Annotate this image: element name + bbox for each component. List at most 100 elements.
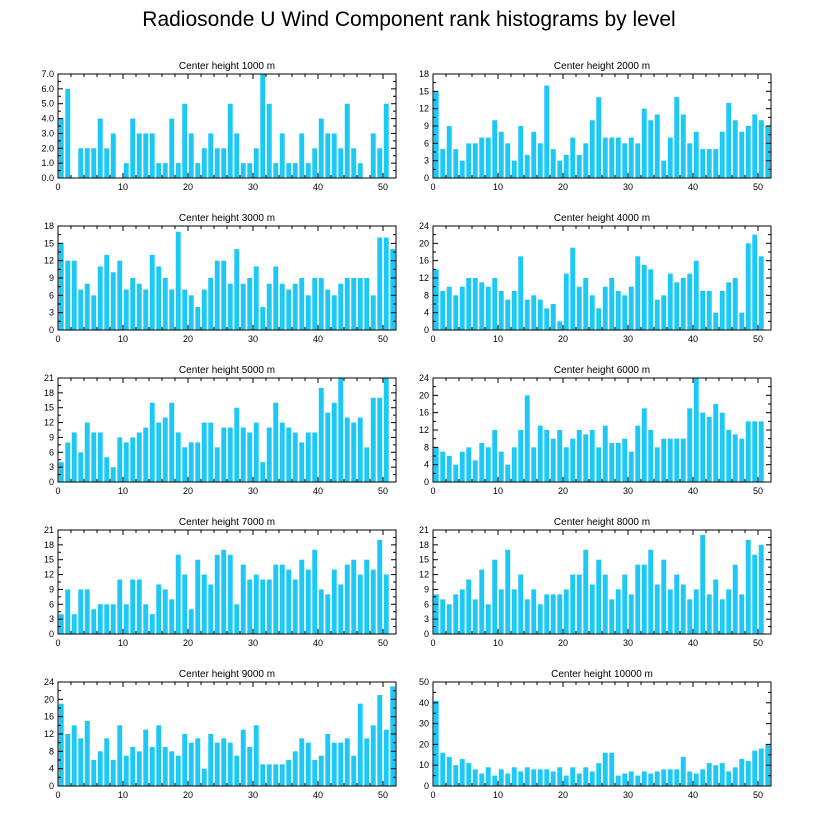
- bar: [732, 434, 738, 482]
- bar: [635, 775, 641, 786]
- bar: [104, 148, 110, 178]
- bar: [661, 559, 667, 634]
- bar: [357, 278, 363, 330]
- bar: [440, 451, 446, 482]
- bar: [654, 771, 660, 786]
- bar: [739, 131, 745, 178]
- bar: [357, 703, 363, 786]
- x-tick-label: 0: [55, 790, 60, 800]
- bar: [188, 742, 194, 786]
- bar: [364, 447, 370, 482]
- histogram-panel-8: Center height 8000 m 0 3 6 9 12 15 18 21 0 10 20 30 4…: [419, 517, 772, 648]
- bar: [479, 282, 485, 330]
- bar: [693, 589, 699, 634]
- bar: [589, 430, 595, 482]
- bar: [446, 126, 452, 178]
- bar: [357, 163, 363, 178]
- bar: [130, 747, 136, 786]
- y-tick-label: 12: [419, 273, 429, 283]
- bar: [726, 430, 732, 482]
- bar: [123, 755, 129, 786]
- bar: [149, 747, 155, 786]
- x-tick-label: 0: [55, 486, 60, 496]
- y-tick-label: 3: [49, 308, 54, 318]
- bar: [299, 278, 305, 330]
- panel-title: Center height 6000 m: [554, 365, 650, 376]
- bar: [596, 559, 602, 634]
- bar: [732, 564, 738, 634]
- bar: [318, 278, 324, 330]
- bar: [149, 614, 155, 634]
- bar: [440, 291, 446, 330]
- bar: [498, 451, 504, 482]
- bar: [312, 148, 318, 178]
- x-tick-label: 30: [248, 486, 258, 496]
- bar: [745, 421, 751, 482]
- bar: [648, 120, 654, 178]
- bar: [466, 579, 472, 634]
- bar: [136, 283, 142, 330]
- bar: [687, 599, 693, 634]
- histogram-panel-9: Center height 9000 m 0 4 8 12 16 20 24 0 10 20 30 40…: [44, 669, 397, 800]
- bar: [136, 133, 142, 178]
- bar: [654, 584, 660, 634]
- bar: [472, 143, 478, 178]
- bar: [253, 422, 259, 482]
- bar: [195, 163, 201, 178]
- y-tick-label: 18: [419, 69, 429, 79]
- bar: [214, 554, 220, 634]
- bar: [615, 291, 621, 330]
- bar: [732, 767, 738, 786]
- x-tick-label: 0: [55, 182, 60, 192]
- bar: [156, 422, 162, 482]
- bar: [602, 286, 608, 330]
- bar: [260, 579, 266, 634]
- bar: [208, 422, 214, 482]
- y-tick-label: 9: [49, 273, 54, 283]
- y-tick-label: 6: [49, 599, 54, 609]
- panel-title: Center height 5000 m: [179, 365, 275, 376]
- x-tick-label: 10: [118, 182, 128, 192]
- histogram-panel-7: Center height 7000 m 0 3 6 9 12 15 18 21 0 10 20 30 4…: [44, 517, 397, 648]
- bar: [227, 103, 233, 178]
- bar: [446, 286, 452, 330]
- bar: [433, 91, 439, 178]
- x-tick-label: 10: [118, 334, 128, 344]
- bar: [208, 133, 214, 178]
- bar: [97, 266, 103, 330]
- bar: [279, 764, 285, 786]
- bar: [286, 760, 292, 786]
- bar: [524, 395, 530, 482]
- bar: [576, 773, 582, 786]
- x-tick-label: 40: [688, 182, 698, 192]
- y-tick-label: 6: [49, 447, 54, 457]
- bar: [331, 742, 337, 786]
- bar: [364, 738, 370, 786]
- bar: [123, 442, 129, 482]
- x-tick-label: 40: [313, 486, 323, 496]
- bar: [331, 133, 337, 178]
- bar: [325, 289, 331, 330]
- panel-title: Center height 10000 m: [551, 669, 653, 680]
- bar: [615, 137, 621, 178]
- bar: [169, 289, 175, 330]
- y-tick-label: 0: [424, 477, 429, 487]
- bar: [175, 163, 181, 178]
- bar: [700, 149, 706, 178]
- bar: [680, 114, 686, 178]
- bar: [266, 283, 272, 330]
- bar: [331, 402, 337, 482]
- y-tick-label: 0: [49, 477, 54, 487]
- y-tick-label: 9: [49, 584, 54, 594]
- bar: [175, 432, 181, 482]
- bar: [78, 589, 84, 634]
- bar: [531, 769, 537, 786]
- bar: [550, 594, 556, 634]
- bar: [221, 427, 227, 482]
- bar: [485, 767, 491, 786]
- bar: [110, 133, 116, 178]
- bar: [713, 765, 719, 786]
- bar: [726, 282, 732, 330]
- bar: [466, 143, 472, 178]
- bar: [65, 589, 71, 634]
